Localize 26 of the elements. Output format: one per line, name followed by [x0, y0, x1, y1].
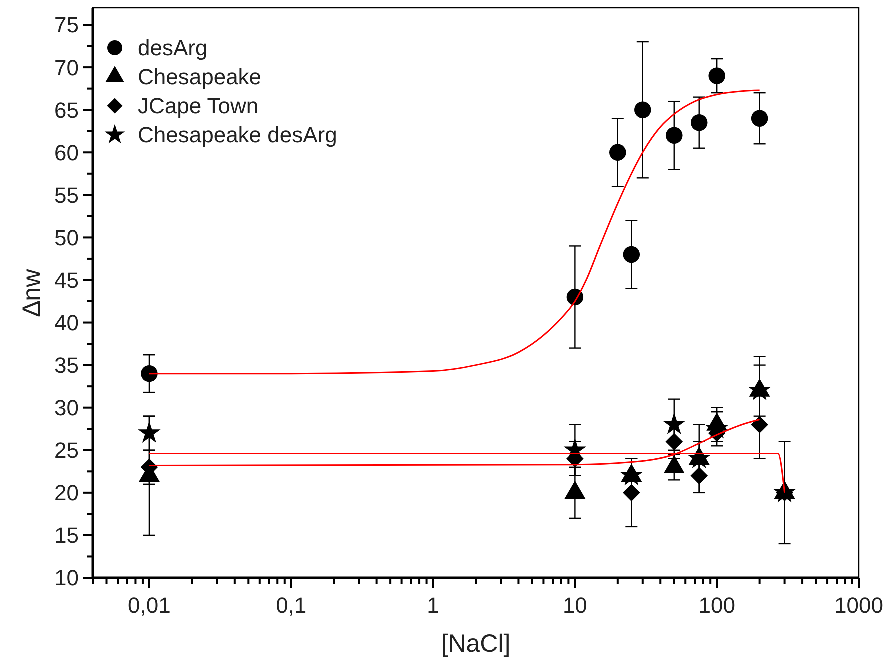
y-tick-label: 60	[54, 140, 79, 166]
x-tick-label: 0,1	[276, 593, 307, 618]
legend-label: JCape Town	[138, 94, 259, 119]
y-tick-label: 30	[54, 396, 79, 421]
y-tick-label: 45	[54, 268, 79, 293]
legend-label: desArg	[138, 36, 208, 61]
y-tick-label: 20	[54, 480, 79, 506]
y-tick-label: 55	[54, 182, 79, 208]
y-tick-label: 35	[54, 353, 79, 378]
y-tick-label: 65	[54, 98, 79, 123]
legend-label: Chesapeake	[138, 64, 262, 90]
y-axis-title: ∆nw	[18, 268, 46, 317]
x-axis-title: [NaCl]	[441, 630, 511, 658]
x-tick-label: 0,01	[128, 593, 171, 618]
y-tick-label: 25	[54, 438, 79, 464]
y-tick-label: 15	[54, 523, 79, 548]
x-tick-label: 100	[698, 593, 736, 618]
y-tick-label: 40	[54, 310, 79, 336]
x-tick-label: 1000	[834, 593, 884, 618]
y-tick-label: 70	[54, 55, 79, 80]
x-tick-label: 10	[562, 593, 588, 618]
y-tick-label: 50	[54, 225, 79, 250]
legend-label: Chesapeake desArg	[138, 122, 338, 148]
y-tick-label: 10	[54, 566, 79, 591]
y-tick-label: 75	[54, 12, 79, 38]
x-tick-label: 1	[427, 593, 440, 618]
